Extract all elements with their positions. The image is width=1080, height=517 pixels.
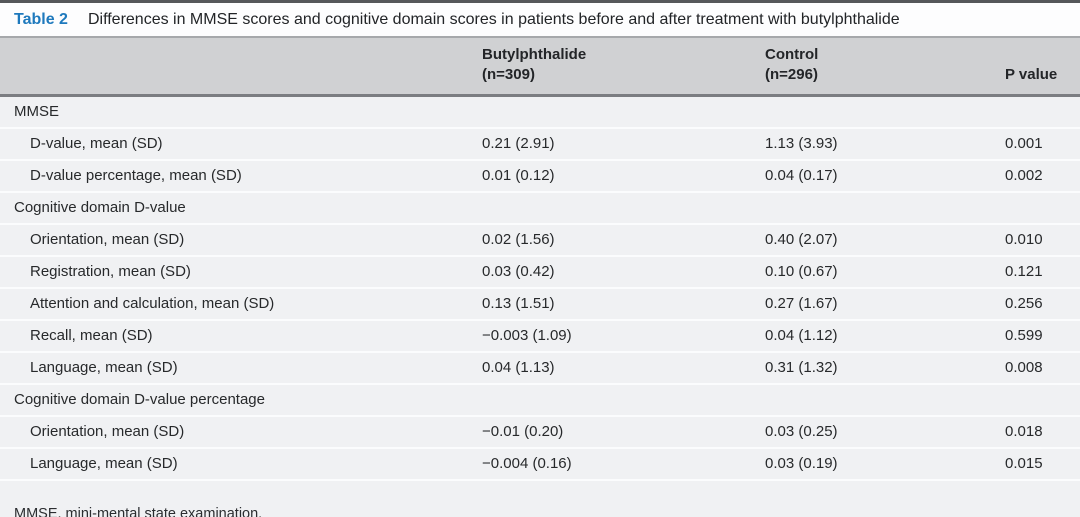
p-value: 0.256 xyxy=(1005,287,1080,321)
p-value: 0.599 xyxy=(1005,319,1080,353)
table-row: Orientation, mean (SD) −0.01 (0.20) 0.03 (… xyxy=(0,415,1080,449)
butylphthalide-value: 0.03 (0.42) xyxy=(482,255,765,289)
header-butylphthalide-n: (n=309) xyxy=(482,66,535,84)
butylphthalide-value: 0.04 (1.13) xyxy=(482,351,765,385)
header-p-value: P value xyxy=(1005,38,1080,97)
p-value: 0.010 xyxy=(1005,223,1080,257)
header-p-value-label: P value xyxy=(1005,66,1058,84)
table-row: Attention and calculation, mean (SD) 0.13… xyxy=(0,287,1080,321)
p-value: 0.008 xyxy=(1005,351,1080,385)
table-row: Orientation, mean (SD) 0.02 (1.56) 0.40 (2… xyxy=(0,223,1080,257)
butylphthalide-value: 0.13 (1.51) xyxy=(482,287,765,321)
table-row: Recall, mean (SD) −0.003 (1.09) 0.04 (1.12… xyxy=(0,319,1080,353)
section-row: Cognitive domain D-value percentage xyxy=(0,383,1080,417)
table-row: Language, mean (SD) −0.004 (0.16) 0.03 (0.… xyxy=(0,447,1080,481)
row-label: Attention and calculation, mean (SD) xyxy=(0,287,482,321)
control-value: 0.03 (0.25) xyxy=(765,415,1005,449)
section-label: Cognitive domain D-value percentage xyxy=(0,383,1080,417)
row-label: Recall, mean (SD) xyxy=(0,319,482,353)
p-value: 0.018 xyxy=(1005,415,1080,449)
p-value: 0.015 xyxy=(1005,447,1080,481)
row-label: Orientation, mean (SD) xyxy=(0,223,482,257)
butylphthalide-value: −0.004 (0.16) xyxy=(482,447,765,481)
section-label: MMSE xyxy=(0,95,1080,129)
results-table: Butylphthalide (n=309) Control (n=296) P… xyxy=(0,38,1080,481)
header-row: Butylphthalide (n=309) Control (n=296) P… xyxy=(0,38,1080,97)
header-butylphthalide: Butylphthalide (n=309) xyxy=(482,38,765,97)
control-value: 0.10 (0.67) xyxy=(765,255,1005,289)
p-value: 0.001 xyxy=(1005,127,1080,161)
control-value: 0.31 (1.32) xyxy=(765,351,1005,385)
control-value: 1.13 (3.93) xyxy=(765,127,1005,161)
table-title: Differences in MMSE scores and cognitive… xyxy=(87,10,900,28)
p-value: 0.121 xyxy=(1005,255,1080,289)
table-body: MMSE D-value, mean (SD) 0.21 (2.91) 1.13 (3… xyxy=(0,95,1080,481)
table-row: Language, mean (SD) 0.04 (1.13) 0.31 (1.32… xyxy=(0,351,1080,385)
butylphthalide-value: −0.01 (0.20) xyxy=(482,415,765,449)
row-label: D-value percentage, mean (SD) xyxy=(0,159,482,193)
table-footnote: MMSE, mini-mental state examination. xyxy=(0,480,1080,517)
table-caption: Table 2 Differences in MMSE scores and c… xyxy=(0,3,1080,38)
butylphthalide-value: 0.01 (0.12) xyxy=(482,159,765,193)
butylphthalide-value: 0.02 (1.56) xyxy=(482,223,765,257)
header-butylphthalide-name: Butylphthalide xyxy=(482,46,587,63)
row-label: Registration, mean (SD) xyxy=(0,255,482,289)
section-row: Cognitive domain D-value xyxy=(0,191,1080,225)
control-value: 0.03 (0.19) xyxy=(765,447,1005,481)
control-value: 0.04 (0.17) xyxy=(765,159,1005,193)
section-row: MMSE xyxy=(0,95,1080,129)
table-row: D-value, mean (SD) 0.21 (2.91) 1.13 (3.93)… xyxy=(0,127,1080,161)
header-control-n: (n=296) xyxy=(765,66,818,84)
header-row-labels xyxy=(0,38,482,97)
section-label: Cognitive domain D-value xyxy=(0,191,1080,225)
row-label: Orientation, mean (SD) xyxy=(0,415,482,449)
butylphthalide-value: 0.21 (2.91) xyxy=(482,127,765,161)
table-row: D-value percentage, mean (SD) 0.01 (0.12)… xyxy=(0,159,1080,193)
header-control-name: Control xyxy=(765,46,819,63)
p-value: 0.002 xyxy=(1005,159,1080,193)
butylphthalide-value: −0.003 (1.09) xyxy=(482,319,765,353)
table-row: Registration, mean (SD) 0.03 (0.42) 0.10 (… xyxy=(0,255,1080,289)
header-control: Control (n=296) xyxy=(765,38,1005,97)
row-label: D-value, mean (SD) xyxy=(0,127,482,161)
control-value: 0.04 (1.12) xyxy=(765,319,1005,353)
control-value: 0.40 (2.07) xyxy=(765,223,1005,257)
row-label: Language, mean (SD) xyxy=(0,447,482,481)
control-value: 0.27 (1.67) xyxy=(765,287,1005,321)
row-label: Language, mean (SD) xyxy=(0,351,482,385)
table-label: Table 2 xyxy=(14,10,68,28)
